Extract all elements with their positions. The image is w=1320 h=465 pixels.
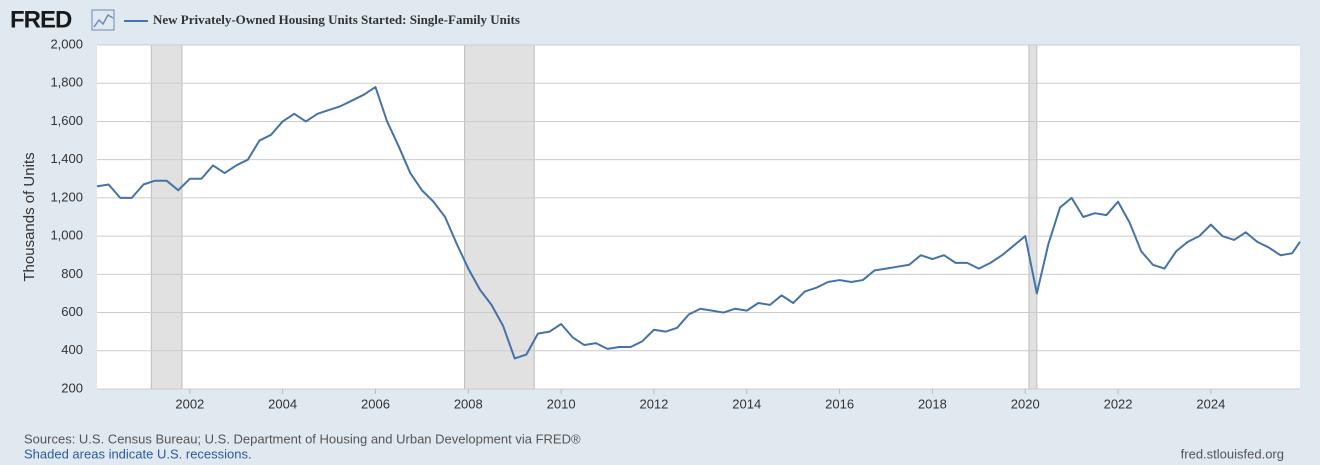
- x-tick-label: 2020: [1011, 396, 1040, 411]
- series-line: [96, 86, 1301, 360]
- x-tick-label: 2008: [454, 396, 483, 411]
- recession-band: [1028, 44, 1038, 390]
- y-tick-label: 1,200: [50, 189, 83, 204]
- y-tick-label: 2,000: [50, 36, 83, 51]
- x-tick-label: 2004: [268, 396, 297, 411]
- logo-icon: [91, 9, 115, 31]
- x-tick-label: 2014: [732, 396, 761, 411]
- x-tick-label: 2012: [639, 396, 668, 411]
- x-tick-label: 2010: [547, 396, 576, 411]
- y-tick-label: 400: [61, 342, 83, 357]
- y-tick-label: 600: [61, 304, 83, 319]
- x-tick-label: 2022: [1104, 396, 1133, 411]
- recession-band: [150, 44, 183, 390]
- y-tick-label: 1,000: [50, 228, 83, 243]
- recession-band: [464, 44, 535, 390]
- x-tick-label: 2016: [825, 396, 854, 411]
- logo: FRED: [10, 6, 72, 33]
- x-tick-label: 2002: [175, 396, 204, 411]
- y-tick-label: 800: [61, 266, 83, 281]
- recession-note[interactable]: Shaded areas indicate U.S. recessions.: [24, 446, 252, 461]
- x-tick-label: 2006: [361, 396, 390, 411]
- y-tick-label: 1,800: [50, 75, 83, 90]
- x-tick-label: 2024: [1196, 396, 1225, 411]
- x-tick-label: 2018: [918, 396, 947, 411]
- y-tick-label: 1,400: [50, 151, 83, 166]
- plot-area: [97, 45, 1300, 389]
- legend-label: New Privately-Owned Housing Units Starte…: [153, 12, 520, 27]
- y-tick-label: 1,600: [50, 113, 83, 128]
- y-axis-label: Thousands of Units: [21, 152, 38, 281]
- source: Sources: U.S. Census Bureau; U.S. Depart…: [24, 431, 581, 446]
- y-tick-label: 200: [61, 380, 83, 395]
- site[interactable]: fred.stlouisfed.org: [1181, 446, 1284, 461]
